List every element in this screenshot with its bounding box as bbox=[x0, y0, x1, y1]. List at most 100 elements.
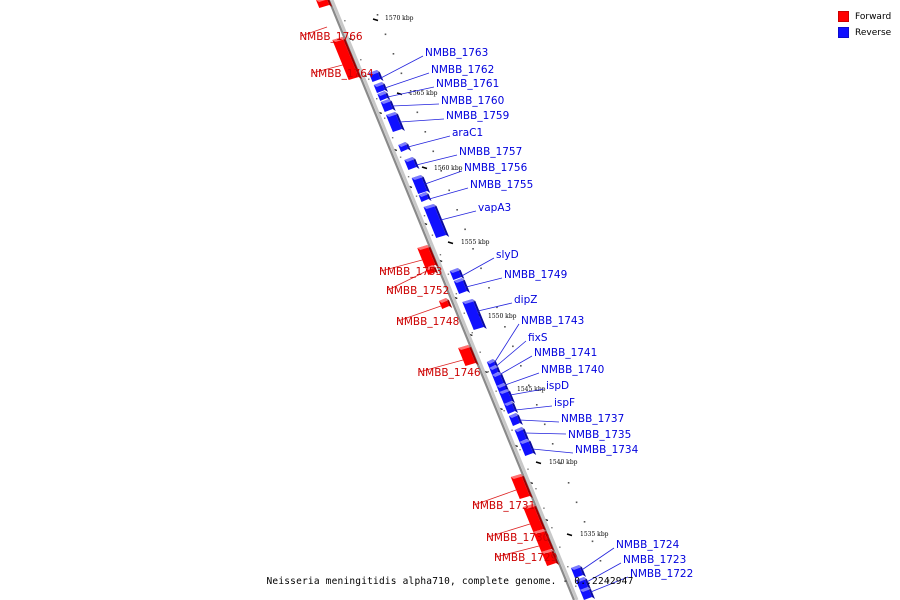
scale-dot bbox=[535, 488, 537, 490]
gene-feature-NMBB_1764[interactable] bbox=[332, 37, 362, 80]
gene-feature-NMBB_1749[interactable] bbox=[453, 278, 471, 294]
gene-label-dipZ[interactable]: dipZ bbox=[514, 294, 537, 306]
scale-dot bbox=[376, 14, 379, 16]
feature-side-face bbox=[381, 82, 388, 92]
scale-dot bbox=[424, 131, 427, 133]
gene-label-NMBB_1757[interactable]: NMBB_1757 bbox=[459, 146, 522, 158]
gene-feature-NMBB_1760[interactable] bbox=[380, 99, 396, 112]
gene-features[interactable] bbox=[316, 0, 595, 600]
gene-label-NMBB_1752[interactable]: NMBB_1752 bbox=[386, 285, 449, 297]
gene-feature-NMBB_1766[interactable] bbox=[316, 0, 333, 8]
gene-label-araC1[interactable]: araC1 bbox=[452, 127, 483, 139]
feature-side-face bbox=[427, 245, 439, 267]
scale-dot bbox=[496, 306, 498, 309]
feature-top-face bbox=[398, 142, 409, 147]
gene-label-vapA3[interactable]: vapA3 bbox=[478, 202, 511, 214]
scale-dot bbox=[432, 150, 435, 153]
gene-feature-NMBB_1722[interactable] bbox=[579, 587, 595, 600]
label-leader bbox=[586, 562, 622, 583]
gene-feature-NMBB_1735[interactable] bbox=[514, 427, 530, 442]
gene-label-NMBB_1762[interactable]: NMBB_1762 bbox=[431, 64, 494, 76]
feature-side-face bbox=[550, 549, 560, 565]
label-leader bbox=[425, 170, 463, 185]
gene-label-NMBB_1759[interactable]: NMBB_1759 bbox=[446, 110, 509, 122]
gene-feature-NMBB_1748[interactable] bbox=[438, 298, 453, 309]
gene-feature-dipZ[interactable] bbox=[462, 299, 487, 330]
gene-feature-NMBB_1755[interactable] bbox=[418, 192, 432, 202]
gene-label-NMBB_1749[interactable]: NMBB_1749 bbox=[504, 269, 567, 281]
gene-label-NMBB_1746[interactable]: NMBB_1746 bbox=[417, 367, 481, 379]
gene-label-NMBB_1722[interactable]: NMBB_1722 bbox=[630, 568, 693, 580]
scale-dot bbox=[415, 195, 418, 197]
gene-feature-fixS[interactable] bbox=[489, 365, 502, 375]
gene-feature-NMBB_1753[interactable] bbox=[417, 245, 439, 268]
label-leader bbox=[387, 86, 435, 98]
gene-label-NMBB_1729[interactable]: NMBB_1729 bbox=[494, 552, 557, 564]
gene-label-NMBB_1741[interactable]: NMBB_1741 bbox=[534, 347, 597, 359]
gene-label-NMBB_1734[interactable]: NMBB_1734 bbox=[575, 444, 639, 456]
gene-feature-NMBB_1734[interactable] bbox=[519, 439, 537, 456]
backbone-line bbox=[327, 0, 576, 600]
gene-label-NMBB_1760[interactable]: NMBB_1760 bbox=[441, 95, 504, 107]
gene-feature-NMBB_1737[interactable] bbox=[508, 413, 523, 426]
gene-label-NMBB_1724[interactable]: NMBB_1724 bbox=[616, 539, 680, 551]
gene-label-NMBB_1735[interactable]: NMBB_1735 bbox=[568, 429, 631, 441]
feature-side-face bbox=[472, 299, 487, 329]
gene-feature-NMBB_1759[interactable] bbox=[385, 112, 405, 132]
tick-mark bbox=[421, 166, 428, 170]
feature-front-face bbox=[398, 142, 409, 152]
legend-label-reverse: Reverse bbox=[855, 27, 892, 38]
scale-dot bbox=[543, 507, 545, 509]
gene-feature-NMBB_1730[interactable] bbox=[523, 504, 547, 532]
tick-label: 1540 kbp bbox=[549, 459, 578, 466]
gene-label-NMBB_1755[interactable]: NMBB_1755 bbox=[470, 179, 533, 191]
gene-feature-NMBB_1756[interactable] bbox=[411, 175, 431, 194]
gene-label-NMBB_1743[interactable]: NMBB_1743 bbox=[521, 315, 584, 327]
label-leader bbox=[473, 489, 517, 506]
gene-label-ispF[interactable]: ispF bbox=[554, 397, 575, 409]
gene-feature-NMBB_1763[interactable] bbox=[368, 70, 384, 82]
feature-top-face bbox=[570, 565, 582, 570]
scale-dot bbox=[583, 521, 586, 523]
feature-side-face bbox=[405, 142, 412, 151]
label-leader bbox=[510, 388, 545, 396]
gene-label-NMBB_1740[interactable]: NMBB_1740 bbox=[541, 364, 604, 376]
gene-label-NMBB_1761[interactable]: NMBB_1761 bbox=[436, 78, 499, 90]
feature-top-face bbox=[418, 192, 429, 197]
gene-feature-araC1[interactable] bbox=[398, 142, 412, 152]
gene-feature-NMBB_1761[interactable] bbox=[377, 91, 391, 101]
gene-label-NMBB_1723[interactable]: NMBB_1723 bbox=[623, 554, 686, 566]
gene-feature-NMBB_1741[interactable] bbox=[492, 372, 507, 386]
gene-label-NMBB_1756[interactable]: NMBB_1756 bbox=[464, 162, 528, 174]
feature-front-face bbox=[523, 504, 544, 532]
gene-feature-NMBB_1757[interactable] bbox=[404, 157, 420, 170]
gene-label-NMBB_1737[interactable]: NMBB_1737 bbox=[561, 413, 624, 425]
gene-feature-NMBB_1752[interactable] bbox=[425, 265, 439, 275]
gene-feature-unlabeled[interactable] bbox=[541, 549, 560, 566]
gene-label-NMBB_1748[interactable]: NMBB_1748 bbox=[396, 316, 459, 328]
gene-feature-slyD[interactable] bbox=[449, 268, 465, 280]
gene-feature-vapA3[interactable] bbox=[423, 204, 450, 238]
gene-label-NMBB_1753[interactable]: NMBB_1753 bbox=[379, 266, 442, 278]
gene-feature-NMBB_1729[interactable] bbox=[533, 529, 555, 552]
gene-label-NMBB_1764[interactable]: NMBB_1764 bbox=[310, 68, 374, 80]
label-leader bbox=[440, 210, 477, 221]
gene-label-slyD[interactable]: slyD bbox=[496, 249, 519, 261]
gene-label-ispD[interactable]: ispD bbox=[546, 380, 569, 392]
gene-label-NMBB_1766[interactable]: NMBB_1766 bbox=[299, 31, 363, 43]
gene-label-fixS[interactable]: fixS bbox=[528, 332, 548, 344]
gene-feature-NMBB_1723[interactable] bbox=[575, 577, 591, 590]
gene-feature-ispD[interactable] bbox=[499, 389, 515, 404]
scale-dot bbox=[503, 410, 505, 412]
gene-labels[interactable]: NMBB_1766 NMBB_1764 NMBB_1763 NMBB_1762 NMBB… bbox=[299, 31, 693, 580]
gene-label-NMBB_1763[interactable]: NMBB_1763 bbox=[425, 47, 488, 59]
gene-label-NMBB_1731[interactable]: NMBB_1731 bbox=[472, 500, 535, 512]
gene-feature-NMBB_1724[interactable] bbox=[570, 565, 587, 578]
gene-feature-NMBB_1762[interactable] bbox=[373, 82, 388, 93]
gene-feature-NMBB_1746[interactable] bbox=[458, 345, 479, 366]
label-leader bbox=[380, 55, 424, 79]
gene-label-NMBB_1730[interactable]: NMBB_1730 bbox=[486, 532, 549, 544]
gene-feature-NMBB_1731[interactable] bbox=[510, 474, 533, 499]
gene-feature-NMBB_1743[interactable] bbox=[486, 359, 499, 368]
